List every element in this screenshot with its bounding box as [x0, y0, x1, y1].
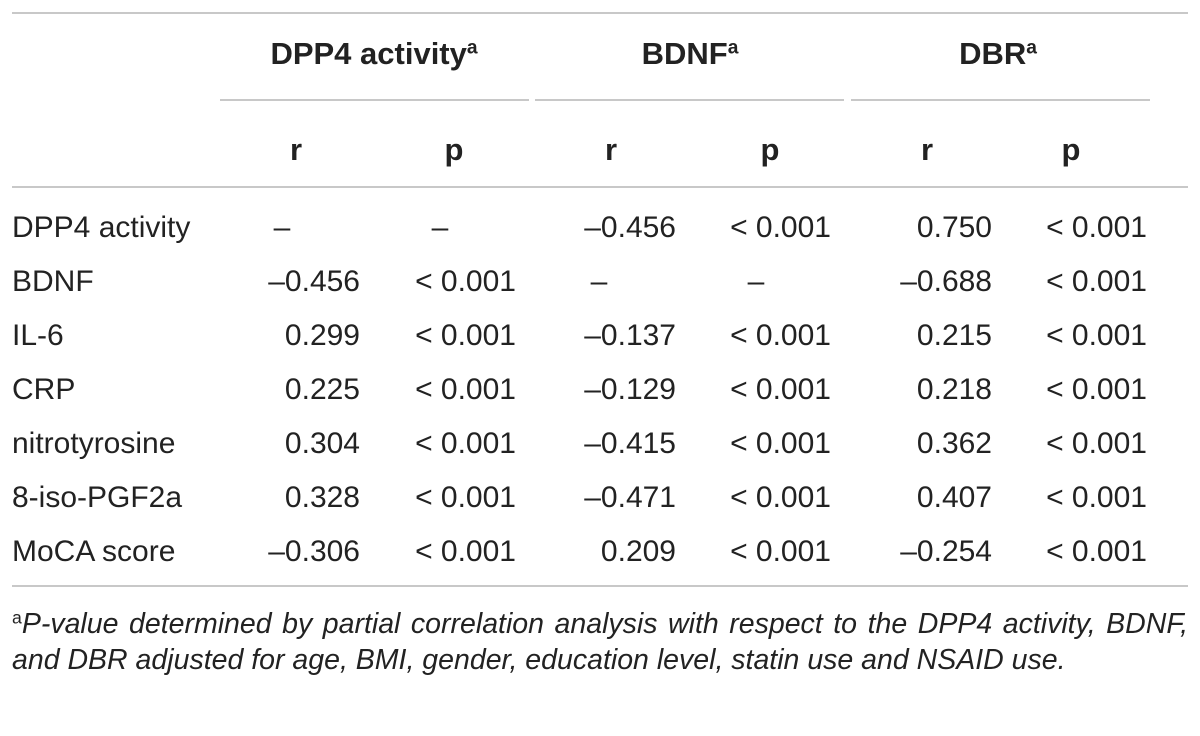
group-header-label: BDNF — [641, 36, 728, 71]
table-cell: – — [431, 211, 449, 244]
header-bottom-rule — [12, 186, 1188, 188]
group-header-sup: a — [466, 37, 478, 59]
table-footnote: aP-value determined by partial correlati… — [12, 606, 1188, 678]
group-header-bdnf: BDNFa — [642, 36, 739, 72]
table-cell: < 0.001 — [415, 373, 516, 406]
table-cell: < 0.001 — [1046, 535, 1147, 568]
subheader-p: p — [444, 132, 464, 167]
table-cell: < 0.001 — [1046, 481, 1147, 514]
subheader-r: r — [289, 132, 303, 167]
table-cell: 0.225 — [284, 373, 360, 406]
group-header-sup: a — [727, 37, 739, 59]
table-cell: – — [747, 265, 765, 298]
table-bottom-rule — [12, 585, 1188, 587]
row-label: IL-6 — [12, 319, 64, 352]
group-header-label: DBR — [959, 36, 1027, 71]
table-cell: < 0.001 — [730, 481, 831, 514]
table-cell: –0.456 — [584, 211, 676, 244]
subheader-r: r — [604, 132, 618, 167]
table-cell: – — [590, 265, 608, 298]
table-cell: < 0.001 — [730, 535, 831, 568]
table-cell: < 0.001 — [1046, 373, 1147, 406]
table-cell: < 0.001 — [415, 535, 516, 568]
group-rule-dbr — [851, 99, 1150, 101]
table-cell: 0.304 — [284, 427, 360, 460]
table-cell: –0.471 — [584, 481, 676, 514]
table-cell: < 0.001 — [415, 319, 516, 352]
table-cell: –0.254 — [900, 535, 992, 568]
table-cell: < 0.001 — [1046, 427, 1147, 460]
table-cell: –0.129 — [584, 373, 676, 406]
group-rule-bdnf — [535, 99, 844, 101]
table-cell: 0.407 — [916, 481, 992, 514]
group-rule-dpp4 — [220, 99, 529, 101]
table-cell: 0.209 — [600, 535, 676, 568]
table-cell: < 0.001 — [1046, 265, 1147, 298]
table-cell: 0.362 — [916, 427, 992, 460]
subheader-r: r — [920, 132, 934, 167]
row-label: nitrotyrosine — [12, 427, 176, 460]
table-cell: < 0.001 — [730, 211, 831, 244]
table-cell: < 0.001 — [415, 427, 516, 460]
table-cell: < 0.001 — [730, 319, 831, 352]
group-header-dbr: DBRa — [959, 36, 1037, 72]
group-header-dpp4: DPP4 activitya — [270, 36, 477, 72]
table-cell: –0.137 — [584, 319, 676, 352]
footnote-text: P-value determined by partial correlatio… — [12, 608, 1188, 676]
footnote-marker: a — [12, 607, 22, 628]
table-cell: –0.688 — [900, 265, 992, 298]
table-cell: 0.215 — [916, 319, 992, 352]
table-cell: 0.218 — [916, 373, 992, 406]
row-label: DPP4 activity — [12, 211, 191, 244]
table-cell: –0.306 — [268, 535, 360, 568]
table-cell: < 0.001 — [415, 481, 516, 514]
table-cell: < 0.001 — [1046, 211, 1147, 244]
group-header-label: DPP4 activity — [270, 36, 467, 71]
table-top-rule — [12, 12, 1188, 14]
group-header-sup: a — [1026, 37, 1037, 59]
subheader-p: p — [760, 132, 780, 167]
row-label: MoCA score — [12, 535, 176, 568]
table-cell: –0.415 — [584, 427, 676, 460]
table-cell: < 0.001 — [415, 265, 516, 298]
table-cell: –0.456 — [268, 265, 360, 298]
table-cell: 0.328 — [284, 481, 360, 514]
table-cell: 0.750 — [916, 211, 992, 244]
row-label: BDNF — [12, 265, 94, 298]
subheader-p: p — [1061, 132, 1081, 167]
row-label: CRP — [12, 373, 76, 406]
table-cell: – — [273, 211, 291, 244]
table-cell: < 0.001 — [1046, 319, 1147, 352]
table-cell: 0.299 — [284, 319, 360, 352]
table-cell: < 0.001 — [730, 427, 831, 460]
table-cell: < 0.001 — [730, 373, 831, 406]
row-label: 8-iso-PGF2a — [12, 481, 183, 514]
